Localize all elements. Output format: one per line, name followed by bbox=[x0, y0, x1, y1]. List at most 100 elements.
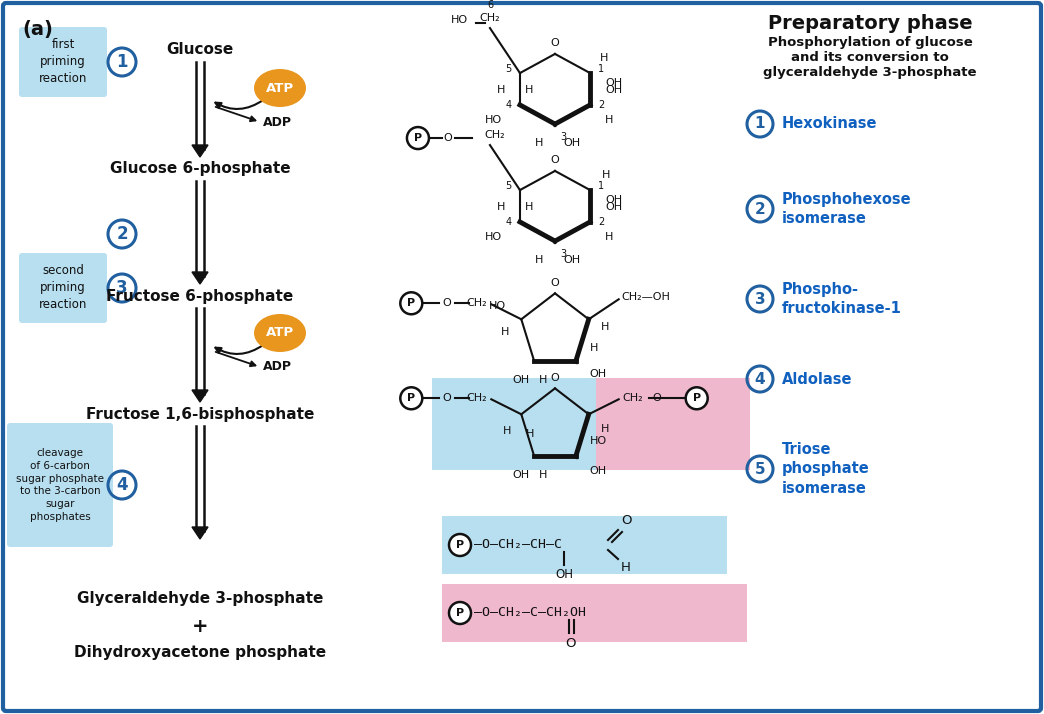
Text: Glucose 6-phosphate: Glucose 6-phosphate bbox=[110, 161, 290, 176]
Text: H: H bbox=[600, 53, 609, 63]
Text: CH₂: CH₂ bbox=[479, 13, 500, 23]
Text: Preparatory phase: Preparatory phase bbox=[767, 14, 972, 33]
Text: H: H bbox=[621, 561, 631, 574]
Text: P: P bbox=[413, 133, 422, 143]
Text: P: P bbox=[456, 608, 465, 618]
Text: ADP: ADP bbox=[263, 116, 292, 129]
Text: H: H bbox=[503, 426, 512, 436]
Text: H: H bbox=[535, 138, 543, 148]
Text: H: H bbox=[602, 170, 611, 180]
Text: OH: OH bbox=[590, 466, 607, 476]
Text: P: P bbox=[456, 540, 465, 550]
Circle shape bbox=[449, 602, 471, 624]
Polygon shape bbox=[192, 272, 208, 284]
Polygon shape bbox=[192, 390, 208, 402]
Bar bbox=[432, 378, 596, 470]
Text: H: H bbox=[600, 322, 609, 332]
Text: 3: 3 bbox=[755, 291, 765, 306]
Text: O: O bbox=[652, 393, 662, 403]
Text: OH: OH bbox=[606, 195, 622, 205]
Bar bbox=[596, 378, 750, 470]
Text: 5: 5 bbox=[755, 461, 765, 476]
Text: H: H bbox=[535, 255, 543, 265]
Text: O: O bbox=[621, 514, 632, 527]
Text: OH: OH bbox=[563, 138, 580, 148]
Text: HO: HO bbox=[590, 436, 607, 446]
Text: first
priming
reaction: first priming reaction bbox=[39, 39, 88, 86]
Text: 4: 4 bbox=[505, 100, 512, 110]
Ellipse shape bbox=[254, 314, 306, 352]
Text: (a): (a) bbox=[22, 20, 53, 39]
Text: ATP: ATP bbox=[266, 81, 294, 94]
Text: 1: 1 bbox=[755, 116, 765, 131]
Bar bbox=[442, 516, 727, 574]
FancyBboxPatch shape bbox=[3, 3, 1041, 711]
Text: Aldolase: Aldolase bbox=[782, 371, 853, 386]
Text: 2: 2 bbox=[598, 217, 604, 227]
Text: HO: HO bbox=[484, 115, 502, 125]
Text: CH₂: CH₂ bbox=[467, 393, 488, 403]
Text: H: H bbox=[526, 429, 535, 439]
Text: Hexokinase: Hexokinase bbox=[782, 116, 878, 131]
Text: 2: 2 bbox=[755, 201, 765, 216]
Text: Fructose 6-phosphate: Fructose 6-phosphate bbox=[106, 288, 293, 303]
Text: HO: HO bbox=[490, 301, 506, 311]
Text: H: H bbox=[606, 232, 614, 242]
Bar bbox=[442, 584, 748, 642]
Circle shape bbox=[400, 292, 423, 314]
Text: H: H bbox=[600, 424, 609, 434]
Text: P: P bbox=[407, 393, 416, 403]
Text: 3: 3 bbox=[560, 249, 566, 259]
Text: Dihydroxyacetone phosphate: Dihydroxyacetone phosphate bbox=[74, 645, 326, 660]
Text: O: O bbox=[550, 155, 560, 165]
Text: 4: 4 bbox=[116, 476, 127, 494]
Text: OH: OH bbox=[606, 78, 622, 88]
Text: —O—CH₂—CH—C: —O—CH₂—CH—C bbox=[474, 538, 562, 551]
Text: glyceraldehyde 3-phosphate: glyceraldehyde 3-phosphate bbox=[763, 66, 977, 79]
Text: 4: 4 bbox=[755, 371, 765, 386]
Text: cleavage
of 6-carbon
sugar phosphate
to the 3-carbon
sugar
phosphates: cleavage of 6-carbon sugar phosphate to … bbox=[16, 448, 104, 522]
Text: CH₂: CH₂ bbox=[484, 130, 505, 140]
Text: OH: OH bbox=[563, 255, 580, 265]
Text: Triose
phosphate
isomerase: Triose phosphate isomerase bbox=[782, 442, 870, 496]
Text: Fructose 1,6-bisphosphate: Fructose 1,6-bisphosphate bbox=[86, 406, 314, 421]
Text: 6: 6 bbox=[487, 0, 493, 10]
Text: H: H bbox=[606, 115, 614, 125]
Text: 3: 3 bbox=[560, 132, 566, 142]
Text: H: H bbox=[540, 471, 548, 481]
Text: OH: OH bbox=[606, 85, 622, 95]
Text: P: P bbox=[407, 298, 416, 308]
FancyBboxPatch shape bbox=[7, 423, 113, 547]
Ellipse shape bbox=[254, 69, 306, 107]
Text: Glyceraldehyde 3-phosphate: Glyceraldehyde 3-phosphate bbox=[77, 591, 324, 606]
Text: H: H bbox=[497, 85, 505, 95]
Text: 4: 4 bbox=[505, 217, 512, 227]
Text: 3: 3 bbox=[116, 279, 127, 297]
Text: CH₂: CH₂ bbox=[622, 393, 643, 403]
Text: O: O bbox=[443, 393, 451, 403]
Text: OH: OH bbox=[590, 369, 607, 379]
Text: OH: OH bbox=[513, 471, 529, 481]
Text: P: P bbox=[692, 393, 701, 403]
FancyBboxPatch shape bbox=[19, 253, 106, 323]
Text: H: H bbox=[590, 343, 598, 353]
Text: second
priming
reaction: second priming reaction bbox=[39, 264, 88, 311]
Polygon shape bbox=[192, 527, 208, 539]
Text: OH: OH bbox=[606, 202, 622, 212]
Text: HO: HO bbox=[484, 232, 502, 242]
Text: H: H bbox=[497, 202, 505, 212]
Text: 5: 5 bbox=[505, 181, 512, 191]
Text: O: O bbox=[443, 298, 451, 308]
Text: 5: 5 bbox=[505, 64, 512, 74]
Text: O: O bbox=[444, 133, 452, 143]
Text: Phospho-
fructokinase-1: Phospho- fructokinase-1 bbox=[782, 282, 902, 316]
Text: +: + bbox=[192, 616, 208, 635]
Text: OH: OH bbox=[555, 568, 573, 581]
Text: ADP: ADP bbox=[263, 361, 292, 373]
Text: OH: OH bbox=[513, 376, 529, 386]
FancyBboxPatch shape bbox=[19, 27, 106, 97]
Text: H: H bbox=[525, 202, 533, 212]
Circle shape bbox=[407, 127, 429, 149]
Circle shape bbox=[400, 387, 423, 409]
Text: H: H bbox=[540, 376, 548, 386]
